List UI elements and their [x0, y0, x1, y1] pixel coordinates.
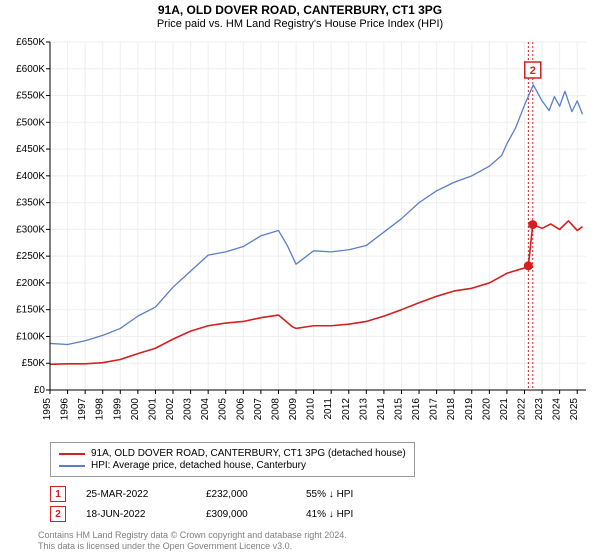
svg-text:2007: 2007	[253, 398, 264, 421]
legend-item: 91A, OLD DOVER ROAD, CANTERBURY, CT1 3PG…	[59, 448, 406, 459]
legend-item: HPI: Average price, detached house, Cant…	[59, 460, 406, 471]
svg-text:1995: 1995	[42, 398, 53, 421]
svg-text:2011: 2011	[323, 398, 334, 420]
svg-text:2006: 2006	[235, 398, 246, 421]
svg-text:2008: 2008	[270, 398, 281, 421]
svg-text:£100K: £100K	[16, 332, 45, 343]
svg-text:£150K: £150K	[16, 305, 45, 316]
svg-text:2010: 2010	[306, 398, 317, 421]
svg-text:2002: 2002	[165, 398, 176, 421]
svg-text:2003: 2003	[183, 398, 194, 421]
chart-subtitle: Price paid vs. HM Land Registry's House …	[0, 18, 600, 31]
chart-container: 91A, OLD DOVER ROAD, CANTERBURY, CT1 3PG…	[0, 0, 600, 560]
svg-text:£300K: £300K	[16, 225, 45, 236]
svg-text:2019: 2019	[464, 398, 475, 421]
sale-hpi-delta: 41% ↓ HPI	[306, 509, 353, 520]
svg-text:2025: 2025	[569, 398, 580, 421]
svg-text:£450K: £450K	[16, 145, 45, 156]
legend-swatch	[59, 453, 85, 455]
svg-text:2001: 2001	[147, 398, 158, 421]
sale-price: £309,000	[206, 509, 286, 520]
svg-text:2015: 2015	[393, 398, 404, 421]
chart-plot: £0 £50K £100K £150K £200K £250K £300K £350K £400…	[0, 34, 600, 434]
svg-text:£500K: £500K	[16, 118, 45, 129]
svg-text:£650K: £650K	[16, 37, 45, 48]
sale-marker: 2	[50, 506, 66, 522]
svg-text:2023: 2023	[534, 398, 545, 421]
svg-text:2012: 2012	[341, 398, 352, 421]
footer-attribution: Contains HM Land Registry data © Crown c…	[38, 530, 347, 552]
legend-label: HPI: Average price, detached house, Cant…	[91, 460, 306, 471]
svg-text:1996: 1996	[60, 398, 71, 421]
legend-swatch	[59, 465, 85, 467]
sale-hpi-delta: 55% ↓ HPI	[306, 489, 353, 500]
svg-text:£400K: £400K	[16, 171, 45, 182]
svg-text:2: 2	[530, 65, 536, 77]
svg-text:2022: 2022	[516, 398, 527, 421]
svg-text:£0: £0	[34, 385, 46, 396]
svg-text:£600K: £600K	[16, 64, 45, 75]
svg-text:£550K: £550K	[16, 91, 45, 102]
svg-text:2013: 2013	[358, 398, 369, 421]
chart-title: 91A, OLD DOVER ROAD, CANTERBURY, CT1 3PG	[0, 0, 600, 18]
svg-text:2018: 2018	[446, 398, 457, 421]
svg-text:1999: 1999	[112, 398, 123, 421]
svg-text:2004: 2004	[200, 398, 211, 421]
svg-text:2017: 2017	[429, 398, 440, 421]
svg-text:2021: 2021	[499, 398, 510, 421]
svg-text:1998: 1998	[95, 398, 106, 421]
footer-line-1: Contains HM Land Registry data © Crown c…	[38, 530, 347, 541]
sale-date: 18-JUN-2022	[86, 509, 186, 520]
sale-price: £232,000	[206, 489, 286, 500]
sales-table: 1 25-MAR-2022 £232,000 55% ↓ HPI 2 18-JUN-202…	[50, 486, 353, 526]
svg-text:2009: 2009	[288, 398, 299, 421]
svg-text:2024: 2024	[552, 398, 563, 421]
sale-row: 2 18-JUN-2022 £309,000 41% ↓ HPI	[50, 506, 353, 522]
svg-text:2016: 2016	[411, 398, 422, 421]
svg-text:2005: 2005	[218, 398, 229, 421]
svg-text:£200K: £200K	[16, 278, 45, 289]
svg-text:£50K: £50K	[22, 359, 46, 370]
svg-text:2014: 2014	[376, 398, 387, 421]
svg-text:2020: 2020	[481, 398, 492, 421]
svg-text:£350K: £350K	[16, 198, 45, 209]
legend: 91A, OLD DOVER ROAD, CANTERBURY, CT1 3PG…	[50, 442, 415, 477]
svg-text:£250K: £250K	[16, 252, 45, 263]
svg-text:1997: 1997	[77, 398, 88, 421]
sale-row: 1 25-MAR-2022 £232,000 55% ↓ HPI	[50, 486, 353, 502]
sale-marker: 1	[50, 486, 66, 502]
footer-line-2: This data is licensed under the Open Gov…	[38, 541, 347, 552]
legend-label: 91A, OLD DOVER ROAD, CANTERBURY, CT1 3PG…	[91, 448, 406, 459]
sale-date: 25-MAR-2022	[86, 489, 186, 500]
svg-text:2000: 2000	[130, 398, 141, 421]
